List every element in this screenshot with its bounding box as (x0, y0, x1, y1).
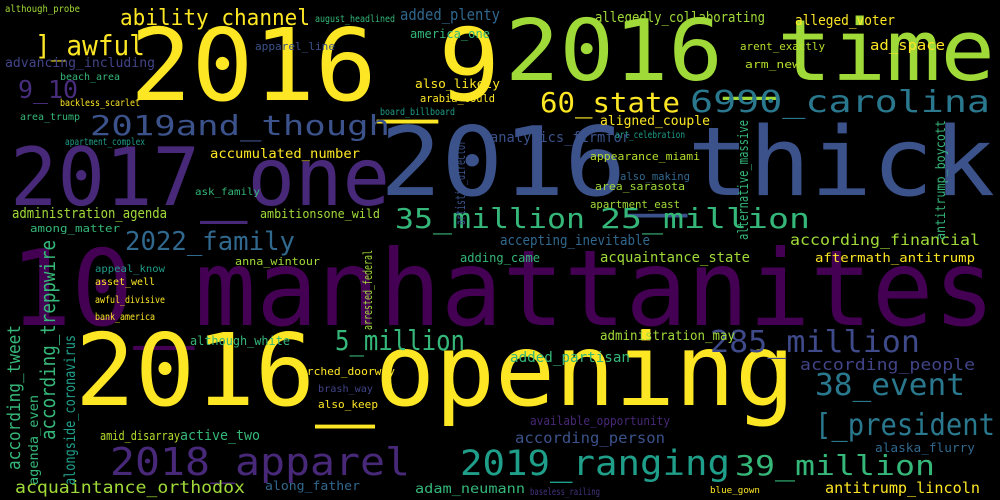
word: brash_way (318, 384, 373, 395)
word: advancing_including (5, 56, 155, 71)
word: ambitionsone_wild (260, 207, 380, 221)
word: arched_doorway (300, 365, 395, 378)
word: 2016_opening (75, 312, 795, 429)
word: administration_may (600, 329, 735, 344)
word: according_people (800, 355, 975, 374)
word: 2016_thick (380, 108, 995, 218)
word: 2019_ranging (460, 444, 730, 484)
word: blue_gown (710, 486, 760, 496)
word: 2016_time (505, 2, 995, 101)
word: backless_scarlet (60, 98, 140, 109)
word: along_father (265, 479, 360, 493)
word: awful_divisive (95, 295, 165, 306)
word: 2018_apparel (110, 440, 410, 485)
word: arent_exactly (740, 40, 825, 53)
word: alaska_flurry (875, 441, 975, 455)
word: administration_agenda (12, 206, 167, 222)
word: 10_manhattanites (10, 228, 995, 350)
word: baseless_railing (530, 487, 600, 498)
word: asset_well (95, 277, 155, 288)
word: area_trump (20, 112, 80, 123)
word: ability_channel (120, 6, 310, 31)
word: [_president (815, 408, 995, 443)
word: alongside_coronavirus (61, 335, 79, 485)
word: among_matter (30, 222, 120, 235)
word: added_plenty (400, 5, 500, 24)
word: although_probe (5, 4, 80, 15)
word: 2019and_though (90, 109, 390, 143)
word: available_opportunity (530, 414, 670, 428)
word: accumulated_number (210, 147, 360, 162)
word: apparel_line (255, 40, 335, 53)
word: beach_area (60, 72, 120, 83)
word: august_headlined (315, 14, 395, 25)
word: accepting_inevitable (500, 233, 650, 249)
word: 39_million (735, 449, 935, 483)
word: according_tweet (4, 325, 25, 470)
word: apartment_complex (65, 137, 145, 148)
word: alleged_voter (795, 13, 895, 29)
word: arm_new (745, 58, 800, 71)
word: arrested_federal (361, 250, 375, 330)
word: according_treppwire (36, 240, 60, 440)
word: 2022_family (125, 227, 295, 257)
word: 285_million (710, 325, 920, 360)
word: artistic_director (454, 140, 469, 225)
word: 38_event (815, 368, 965, 403)
word: ]_awful (35, 29, 145, 63)
word: added_partisan (510, 350, 630, 366)
word: 6990_carolina (690, 85, 990, 120)
word: 60_state (540, 86, 680, 120)
word: 25_million (600, 202, 810, 236)
word: alternative_massive (736, 120, 752, 240)
word: appeal_know (95, 264, 166, 275)
word: ad_space (870, 38, 945, 54)
word: ask_family (195, 187, 260, 198)
word: amid_disarray (100, 429, 180, 443)
word: also_making (620, 170, 690, 183)
word: analytics_firmfor (490, 130, 630, 146)
word: anna_wintour (235, 255, 320, 268)
word: although_white (190, 334, 290, 348)
word: appearance_miami (590, 150, 700, 163)
word: active_two (180, 428, 260, 444)
word: also_keep (318, 398, 378, 411)
word: aligned_couple (600, 114, 710, 129)
word: allegedly_collaborating (595, 10, 765, 26)
word: also_likely (415, 77, 500, 91)
word: bank_america (95, 312, 155, 323)
word: 2017_one (10, 131, 390, 224)
word: according_financial (790, 231, 980, 249)
word: art_celebration (615, 130, 685, 141)
word: adam_neumann (415, 482, 525, 497)
word: 2016_9 (130, 7, 500, 124)
word: arabia_could (420, 92, 495, 105)
word: area_sarasota (595, 180, 685, 193)
word: antitrump_lincoln (825, 479, 980, 497)
word: board_billboard (380, 107, 455, 118)
word: aftermath_antitrump (815, 251, 975, 265)
word: adding_came (460, 251, 540, 265)
word: 5_million (335, 324, 465, 358)
word: america_one (410, 27, 490, 41)
word: apartment_east (590, 198, 680, 211)
word: according_person (515, 429, 665, 447)
word: 35_million (395, 202, 585, 236)
word: antitrump_boycott (934, 120, 949, 240)
word: acquaintance_orthodox (15, 478, 245, 498)
word: agenda_even (27, 395, 42, 485)
word: 9_10 (18, 75, 78, 104)
word: acquaintance_state (600, 250, 750, 266)
